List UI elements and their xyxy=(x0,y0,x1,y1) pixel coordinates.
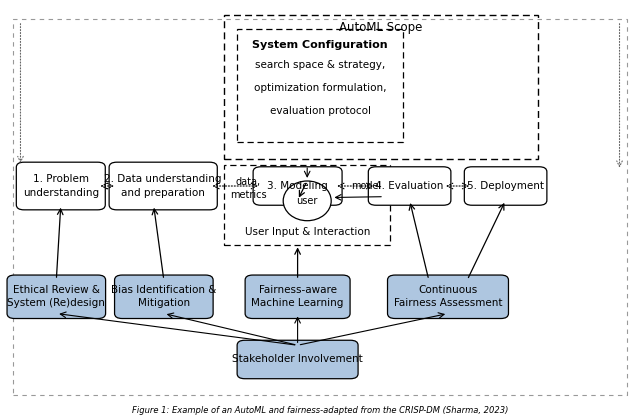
Text: User Input & Interaction: User Input & Interaction xyxy=(244,227,370,237)
Text: Continuous
Fairness Assessment: Continuous Fairness Assessment xyxy=(394,285,502,308)
Text: 2. Data understanding
and preparation: 2. Data understanding and preparation xyxy=(104,174,222,198)
FancyBboxPatch shape xyxy=(245,275,350,319)
Text: System Configuration: System Configuration xyxy=(252,40,388,50)
Text: Fairness-aware
Machine Learning: Fairness-aware Machine Learning xyxy=(252,285,344,308)
Text: data,
metrics: data, metrics xyxy=(230,177,267,199)
Text: model: model xyxy=(351,181,381,191)
Bar xyxy=(224,165,390,245)
Text: 3. Modeling: 3. Modeling xyxy=(268,181,328,191)
Text: user: user xyxy=(296,196,318,206)
FancyBboxPatch shape xyxy=(115,275,213,319)
Text: 4. Evaluation: 4. Evaluation xyxy=(376,181,444,191)
Text: search space & strategy,: search space & strategy, xyxy=(255,60,385,70)
FancyBboxPatch shape xyxy=(17,162,105,210)
FancyBboxPatch shape xyxy=(7,275,106,319)
FancyBboxPatch shape xyxy=(253,167,342,205)
Ellipse shape xyxy=(283,181,332,221)
Text: Stakeholder Involvement: Stakeholder Involvement xyxy=(232,354,363,364)
FancyBboxPatch shape xyxy=(465,167,547,205)
Text: Figure 1: Example of an AutoML and fairness-adapted from the CRISP-DM (Sharma, 2: Figure 1: Example of an AutoML and fairn… xyxy=(132,406,508,415)
FancyBboxPatch shape xyxy=(237,340,358,379)
FancyBboxPatch shape xyxy=(388,275,509,319)
Text: Ethical Review &
System (Re)design: Ethical Review & System (Re)design xyxy=(8,285,105,308)
Text: 1. Problem
understanding: 1. Problem understanding xyxy=(23,174,99,198)
Bar xyxy=(224,15,538,159)
Text: AutoML Scope: AutoML Scope xyxy=(339,21,422,34)
Text: optimization formulation,: optimization formulation, xyxy=(253,83,387,93)
Text: evaluation protocol: evaluation protocol xyxy=(269,106,371,116)
FancyBboxPatch shape xyxy=(369,167,451,205)
Bar xyxy=(237,29,403,142)
FancyBboxPatch shape xyxy=(109,162,217,210)
Text: Bias Identification &
Mitigation: Bias Identification & Mitigation xyxy=(111,285,216,308)
Text: 5. Deployment: 5. Deployment xyxy=(467,181,544,191)
